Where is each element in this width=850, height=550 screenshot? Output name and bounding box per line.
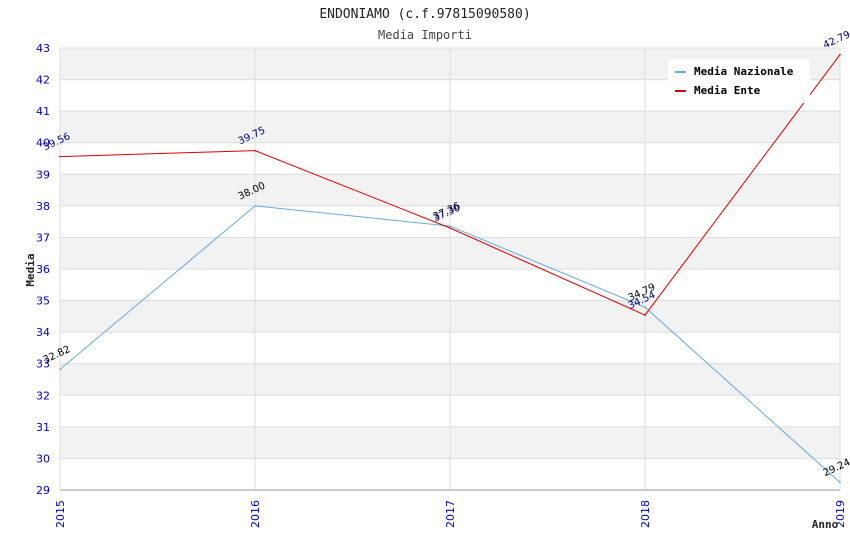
- x-tick-label: 2019: [834, 500, 847, 528]
- x-tick-label: 2016: [249, 500, 262, 528]
- x-tick-label: 2015: [54, 500, 67, 528]
- y-tick-label: 35: [36, 295, 50, 308]
- y-tick-label: 32: [36, 389, 50, 402]
- data-point-media-ente: [839, 53, 841, 56]
- y-tick-label: 40: [36, 137, 50, 150]
- data-point-media-nazionale: [59, 368, 61, 371]
- y-tick-label: 39: [36, 168, 50, 181]
- y-tick-label: 42: [36, 74, 50, 87]
- legend-label-media-ente: Media Ente: [694, 84, 761, 97]
- data-point-media-ente: [254, 149, 256, 152]
- y-tick-label: 36: [36, 263, 50, 276]
- legend-box: [668, 59, 810, 103]
- data-label-media-ente: 39.56: [42, 131, 73, 153]
- chart-title: ENDONIAMO (c.f.97815090580): [319, 7, 530, 22]
- legend: Media Nazionale Media Ente: [668, 59, 810, 103]
- y-tick-label: 38: [36, 200, 50, 213]
- y-axis-label: Media: [24, 253, 37, 286]
- y-tick-label: 30: [36, 452, 50, 465]
- data-point-media-nazionale: [254, 205, 256, 207]
- data-point-media-nazionale: [839, 481, 841, 484]
- x-axis-ticks: 2015 2016 2017 2018 2019: [54, 500, 847, 528]
- chart-subtitle: Media Importi: [378, 28, 472, 42]
- y-tick-label: 33: [36, 358, 50, 371]
- y-tick-label: 37: [36, 231, 50, 244]
- y-tick-label: 43: [36, 42, 50, 55]
- data-point-media-ente: [644, 314, 646, 316]
- x-tick-label: 2017: [444, 500, 457, 528]
- x-axis-label: Anno: [812, 518, 839, 531]
- x-tick-label: 2018: [639, 500, 652, 528]
- y-tick-label: 41: [36, 105, 50, 118]
- series-group: [59, 53, 841, 484]
- y-axis-ticks: 29 30 31 32 33 34 35 36 37 38 39 40 41 42 43: [36, 42, 50, 497]
- data-point-media-ente: [449, 227, 451, 229]
- y-tick-label: 29: [36, 484, 50, 497]
- legend-label-media-nazionale: Media Nazionale: [694, 65, 794, 78]
- y-tick-label: 34: [36, 326, 50, 339]
- data-point-media-ente: [59, 155, 61, 158]
- y-tick-label: 31: [36, 421, 50, 434]
- data-label-media-nazionale: 29.24: [822, 457, 850, 479]
- data-point-media-nazionale: [449, 225, 451, 227]
- data-point-media-nazionale: [644, 306, 646, 309]
